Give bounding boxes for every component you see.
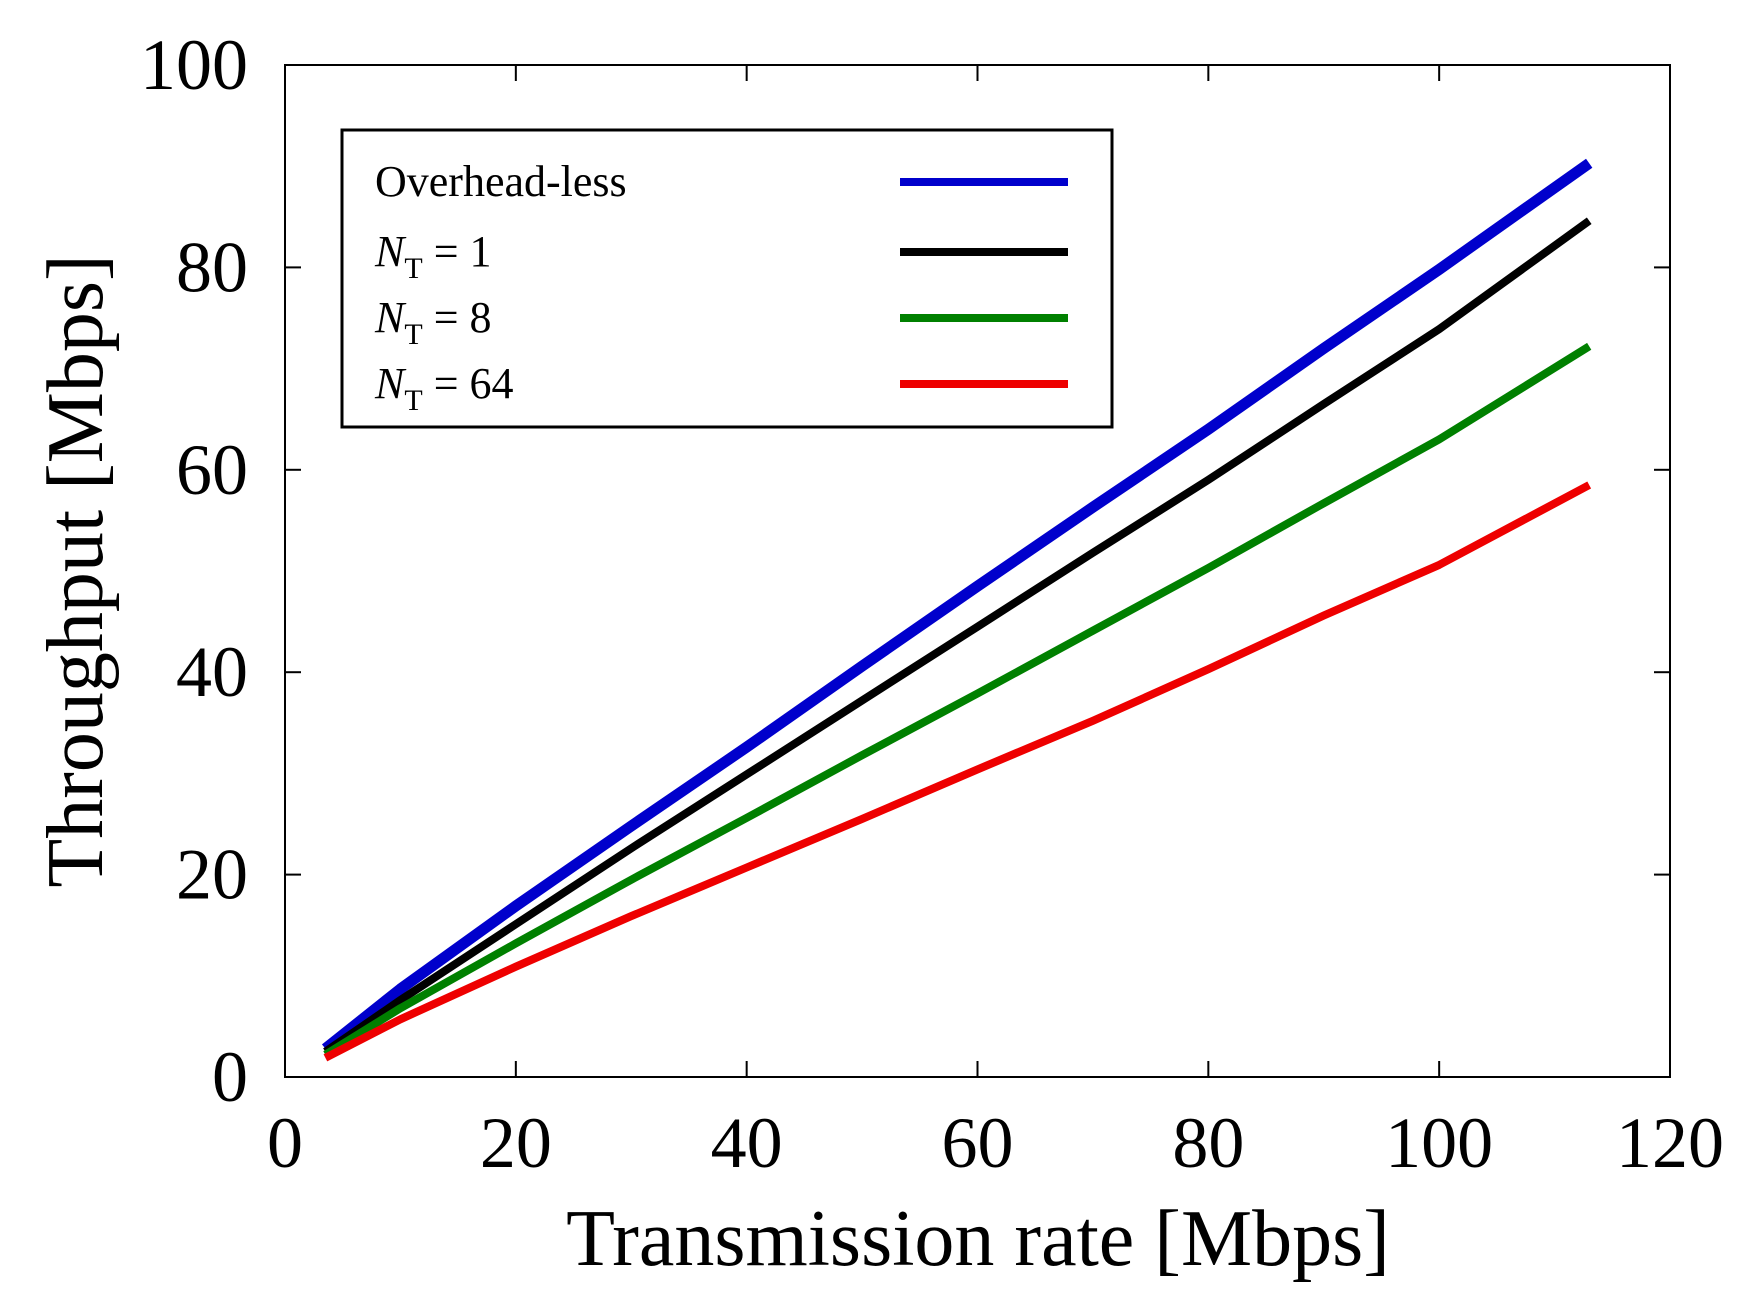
tick-labels: 0 20 40 60 80 100 120 0 20 40 60 80 100 xyxy=(140,25,1724,1183)
x-axis-title: Transmission rate [Mbps] xyxy=(566,1195,1390,1283)
legend-entry: NT = 64 xyxy=(374,359,1068,417)
y-tick-label: 40 xyxy=(176,632,248,712)
x-tick-label: 40 xyxy=(711,1103,783,1183)
legend-label: NT = 8 xyxy=(374,293,492,351)
legend-entries: Overhead-less NT = 1 NT = 8 NT = 64 xyxy=(374,157,1068,417)
series-1 xyxy=(323,217,1592,1055)
legend-label: NT = 64 xyxy=(374,359,514,417)
series-3 xyxy=(323,481,1592,1062)
series-2 xyxy=(323,342,1592,1059)
x-tick-label: 80 xyxy=(1172,1103,1244,1183)
series-0 xyxy=(321,158,1593,1054)
y-tick-label: 100 xyxy=(140,25,248,105)
legend-entry: NT = 1 xyxy=(374,227,1068,285)
y-tick-label: 60 xyxy=(176,430,248,510)
legend-entry: NT = 8 xyxy=(374,293,1068,351)
series-line xyxy=(323,342,1592,1059)
y-tick-label: 0 xyxy=(212,1037,248,1117)
x-tick-label: 120 xyxy=(1616,1103,1724,1183)
series-line xyxy=(323,481,1592,1062)
series-line xyxy=(323,217,1592,1055)
y-axis-title: Throughput [Mbps] xyxy=(32,254,120,887)
y-tick-label: 20 xyxy=(176,835,248,915)
series-line xyxy=(321,158,1593,1054)
series-layer xyxy=(321,158,1593,1062)
y-tick-label: 80 xyxy=(176,227,248,307)
legend-label: NT = 1 xyxy=(374,227,492,285)
legend-label: Overhead-less xyxy=(375,157,627,206)
x-tick-label: 100 xyxy=(1385,1103,1493,1183)
legend: Overhead-less NT = 1 NT = 8 NT = 64 xyxy=(340,128,1114,429)
legend-entry: Overhead-less xyxy=(375,157,1068,206)
x-tick-label: 0 xyxy=(267,1103,303,1183)
axis-ticks xyxy=(285,65,1670,1077)
x-tick-label: 60 xyxy=(942,1103,1014,1183)
x-tick-label: 20 xyxy=(480,1103,552,1183)
